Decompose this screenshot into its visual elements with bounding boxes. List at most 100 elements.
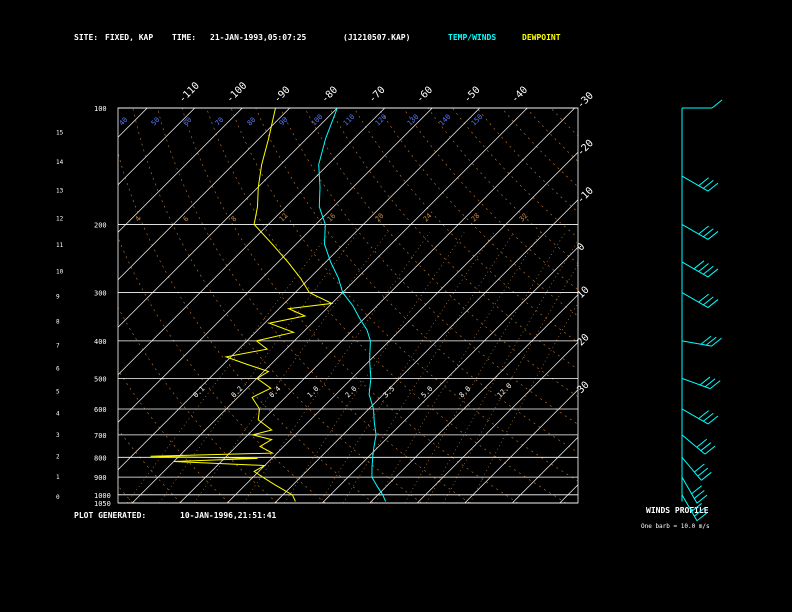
isotherm-line xyxy=(512,436,578,503)
dry-adiabat-line xyxy=(600,108,792,503)
pressure-label: 600 xyxy=(94,406,107,414)
wind-barb-flag xyxy=(709,380,721,390)
mixing-ratio-line xyxy=(404,232,566,503)
wind-barb-flag xyxy=(698,293,709,303)
isotherm-line xyxy=(369,294,578,503)
mixing-ratio-label: 5.0 xyxy=(420,385,435,400)
dry-adiabats xyxy=(118,108,792,503)
wind-barb-shaft xyxy=(681,292,709,308)
mixing-ratio-line xyxy=(193,232,388,503)
isotherm-line xyxy=(0,108,100,503)
dry-adiabat-line xyxy=(132,108,422,503)
wind-barb-shaft xyxy=(681,340,712,347)
wind-barb-flag xyxy=(702,180,714,189)
pressure-label: 700 xyxy=(94,432,107,440)
isotherm-label-top: -90 xyxy=(272,85,293,106)
dry-adiabat-label: 100 xyxy=(310,113,325,128)
mixing-ratio-label: 3.5 xyxy=(382,385,397,400)
pressure-label: 400 xyxy=(94,338,107,346)
winds-profile-title: WINDS PROFILE xyxy=(646,506,709,515)
winds-profile xyxy=(681,99,723,522)
wind-barb-flag xyxy=(711,337,722,347)
isotherm-label-top: -60 xyxy=(415,85,436,106)
dry-adiabat-line xyxy=(118,369,230,503)
plot-frame xyxy=(117,107,579,504)
dry-adiabat-line xyxy=(255,108,578,453)
wind-barb-flag xyxy=(707,299,719,308)
wind-barb-shaft xyxy=(681,224,709,240)
isotherm-label-top: -50 xyxy=(462,85,483,106)
altitude-km-label: 6 xyxy=(56,366,60,373)
time-label: TIME: xyxy=(172,33,197,42)
isotherm-line xyxy=(0,108,52,503)
isotherm-line xyxy=(118,108,148,138)
isotherm-label-top: -80 xyxy=(320,85,341,106)
wind-barb-flag xyxy=(702,412,714,422)
wind-barb-flag xyxy=(694,463,705,473)
wind-barb-flag xyxy=(696,494,708,504)
mixing-ratio-label: 0.1 xyxy=(192,385,207,400)
mixing-ratio-label: 12.0 xyxy=(496,382,514,400)
altitude-km-label: 9 xyxy=(56,294,60,301)
dry-adiabat-line xyxy=(280,108,578,425)
temperature-line xyxy=(318,108,387,502)
wind-barb-flag xyxy=(707,415,719,425)
dry-adiabat-label: 80 xyxy=(246,116,258,128)
dry-adiabat-label: 50 xyxy=(150,116,162,128)
wind-barb-flag xyxy=(702,228,714,238)
dry-adiabat-label: 150 xyxy=(470,113,485,128)
mixing-ratio-label: 8 xyxy=(230,215,239,224)
dry-adiabat-line xyxy=(118,428,182,503)
wind-barb-shaft xyxy=(681,175,709,192)
isotherm-line xyxy=(118,108,243,233)
pressure-label: 800 xyxy=(94,454,107,462)
isotherm-line xyxy=(118,108,290,281)
mixing-ratio-label: 16 xyxy=(326,212,338,224)
dry-adiabat-label: 40 xyxy=(118,116,130,128)
time-value: 21-JAN-1993,05:07:25 xyxy=(210,33,307,42)
wind-barb-flag xyxy=(691,485,702,495)
pressure-label: 1000 xyxy=(94,492,111,500)
isotherms xyxy=(0,108,578,503)
sounding-series xyxy=(150,108,387,502)
altitude-km-label: 10 xyxy=(56,268,64,275)
dry-adiabat-line xyxy=(118,151,374,503)
isotherm-line xyxy=(274,199,578,503)
isotherm-line xyxy=(179,108,575,503)
mixing-ratio-label: 1.0 xyxy=(306,385,321,400)
wind-barb-flag xyxy=(696,438,708,448)
isotherm-line xyxy=(118,108,385,376)
altitude-km-label: 4 xyxy=(56,411,60,418)
pressure-label: 500 xyxy=(94,375,107,383)
isotherm-line xyxy=(417,341,578,503)
altitude-km-label: 15 xyxy=(56,129,64,136)
pressure-label: 200 xyxy=(94,221,107,229)
wind-barb-shaft xyxy=(681,494,698,522)
wind-barb-flag xyxy=(702,296,714,306)
altitude-km-label: 13 xyxy=(56,188,64,195)
winds-profile-note: One barb = 10.0 m/s xyxy=(641,523,710,530)
dry-adiabat-label: 110 xyxy=(342,113,357,128)
wind-barb-flag xyxy=(700,442,712,452)
wind-barb-flag xyxy=(707,231,719,240)
altitude-km-label: 5 xyxy=(56,388,60,395)
wind-barb-flag xyxy=(693,507,705,517)
mixing-ratio-line xyxy=(126,232,330,503)
altitude-km-label: 0 xyxy=(56,494,60,501)
isotherm-line xyxy=(118,108,433,423)
mixing-ratio-line xyxy=(426,240,578,503)
isotherm-line xyxy=(227,151,578,503)
dry-adiabat-line xyxy=(550,108,578,137)
dry-adiabat-line xyxy=(378,108,578,317)
dry-adiabat-line xyxy=(353,108,578,343)
legend-dewpoint: DEWPOINT xyxy=(522,33,561,42)
isotherm-label-right: -20 xyxy=(575,138,596,159)
isotherm-line xyxy=(322,246,578,503)
dry-adiabat-label: 70 xyxy=(214,116,226,128)
altitude-km-label: 14 xyxy=(56,159,64,166)
dry-adiabat-line xyxy=(427,108,578,264)
dry-adiabat-line xyxy=(206,108,567,503)
mixing-ratio-label: 28 xyxy=(470,212,482,224)
wind-barb-shaft xyxy=(681,434,706,455)
